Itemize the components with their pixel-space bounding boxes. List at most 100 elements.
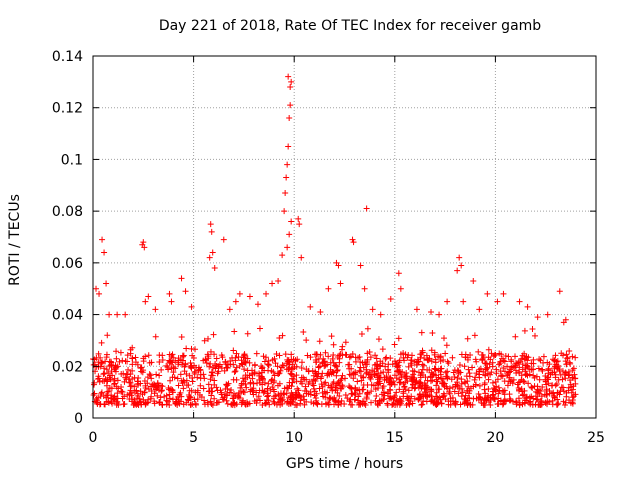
cloud-point <box>295 387 302 394</box>
cloud-point <box>298 359 305 366</box>
cloud-point <box>321 358 328 365</box>
cloud-point <box>471 332 478 339</box>
cloud-point <box>303 337 310 344</box>
cloud-point <box>203 360 210 367</box>
cloud-point <box>140 367 147 374</box>
cloud-point <box>334 389 341 396</box>
cloud-point <box>400 390 407 397</box>
cloud-point <box>298 364 305 371</box>
cloud-point <box>214 370 221 377</box>
cloud-point <box>572 375 579 382</box>
cloud-point <box>529 325 536 332</box>
data-point <box>211 265 218 272</box>
cloud-point <box>224 364 231 371</box>
cloud-point <box>200 385 207 392</box>
cloud-point <box>114 400 121 407</box>
cloud-point <box>333 372 340 379</box>
cloud-point <box>418 329 425 336</box>
cloud-point <box>114 377 121 384</box>
cloud-point <box>373 355 380 362</box>
cloud-point <box>549 397 556 404</box>
cloud-point <box>159 401 166 408</box>
data-point <box>307 303 314 310</box>
cloud-point <box>97 354 104 361</box>
y-tick-label: 0.1 <box>61 152 83 168</box>
cloud-point <box>137 388 144 395</box>
cloud-point <box>157 394 164 401</box>
cloud-point <box>514 360 521 367</box>
cloud-point <box>454 379 461 386</box>
cloud-point <box>441 392 448 399</box>
data-point <box>444 298 451 305</box>
cloud-point <box>322 349 329 356</box>
cloud-point <box>395 362 402 369</box>
cloud-point <box>106 385 113 392</box>
cloud-point <box>408 362 415 369</box>
cloud-point <box>194 396 201 403</box>
cloud-point <box>261 379 268 386</box>
cloud-point <box>373 392 380 399</box>
data-point <box>524 303 531 310</box>
cloud-point <box>534 396 541 403</box>
cloud-point <box>230 395 237 402</box>
cloud-point <box>356 390 363 397</box>
cloud-point <box>475 390 482 397</box>
cloud-point <box>408 357 415 364</box>
cloud-point <box>230 361 237 368</box>
data-point <box>286 115 293 122</box>
data-point <box>377 311 384 318</box>
cloud-point <box>207 348 214 355</box>
cloud-point <box>486 361 493 368</box>
data-point <box>286 231 293 238</box>
cloud-point <box>448 376 455 383</box>
cloud-point <box>213 355 220 362</box>
cloud-point <box>134 378 141 385</box>
cloud-point <box>519 388 526 395</box>
data-point <box>145 293 152 300</box>
cloud-point <box>103 366 110 373</box>
cloud-point <box>100 371 107 378</box>
cloud-point <box>303 388 310 395</box>
cloud-point <box>280 390 287 397</box>
cloud-point <box>529 401 536 408</box>
cloud-point <box>354 378 361 385</box>
cloud-point <box>485 376 492 383</box>
cloud-point <box>106 362 113 369</box>
cloud-point <box>95 373 102 380</box>
cloud-point <box>490 388 497 395</box>
cloud-point <box>327 359 334 366</box>
cloud-point <box>344 395 351 402</box>
cloud-point <box>504 363 511 370</box>
cloud-point <box>103 394 110 401</box>
cloud-point <box>91 390 98 397</box>
cloud-point <box>328 384 335 391</box>
cloud-point <box>428 386 435 393</box>
cloud-point <box>413 359 420 366</box>
cloud-point <box>270 398 277 405</box>
cloud-point <box>218 389 225 396</box>
cloud-point <box>140 355 147 362</box>
cloud-point <box>420 362 427 369</box>
cloud-point <box>342 351 349 358</box>
cloud-point <box>465 383 472 390</box>
cloud-point <box>377 370 384 377</box>
cloud-point <box>363 366 370 373</box>
cloud-point <box>444 385 451 392</box>
cloud-point <box>156 386 163 393</box>
cloud-point <box>307 354 314 361</box>
cloud-point <box>118 370 125 377</box>
cloud-point <box>542 378 549 385</box>
cloud-point <box>569 374 576 381</box>
data-point <box>269 280 276 287</box>
cloud-point <box>129 367 136 374</box>
cloud-point <box>314 401 321 408</box>
cloud-point <box>375 376 382 383</box>
cloud-point <box>126 379 133 386</box>
cloud-point <box>285 401 292 408</box>
cloud-point <box>304 352 311 359</box>
cloud-point <box>386 375 393 382</box>
cloud-point <box>408 352 415 359</box>
cloud-point <box>148 359 155 366</box>
cloud-point <box>342 339 349 346</box>
cloud-point <box>409 377 416 384</box>
